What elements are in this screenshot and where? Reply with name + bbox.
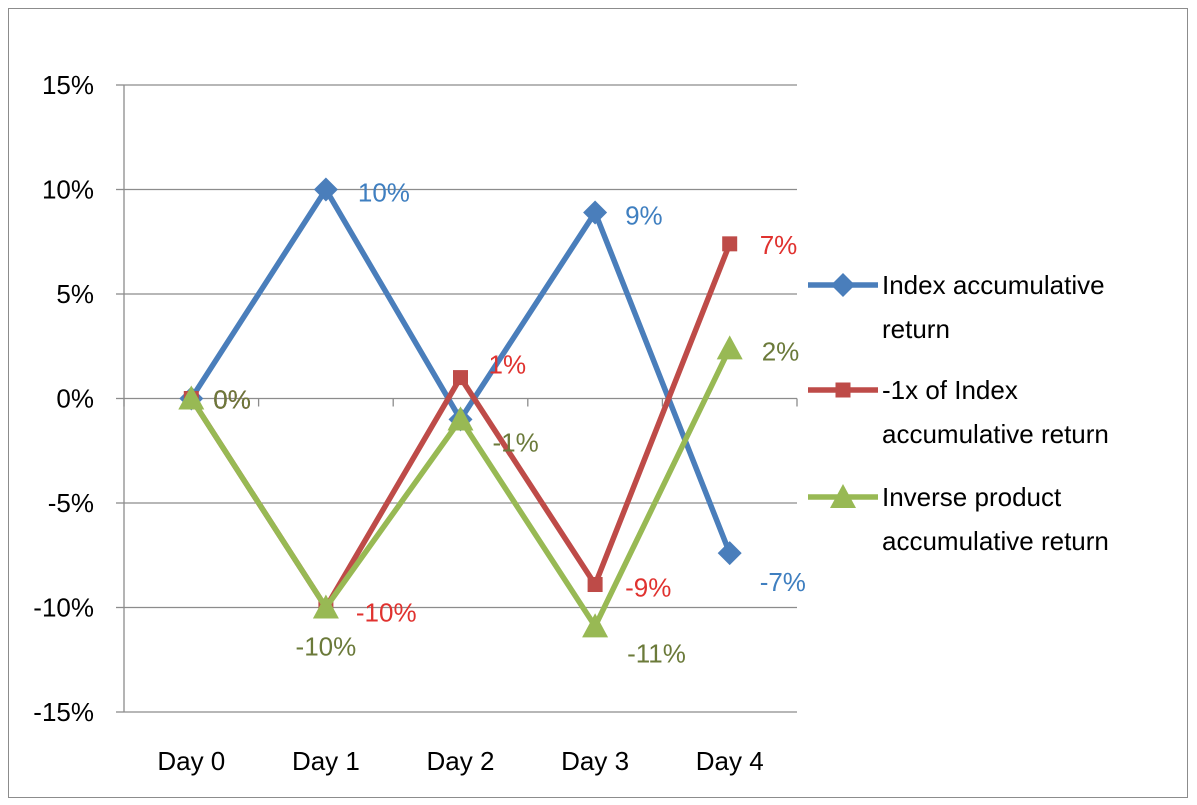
data-label: -9% bbox=[625, 573, 671, 603]
y-tick-label: 5% bbox=[56, 279, 94, 309]
chart-frame bbox=[8, 8, 1188, 798]
x-tick-label: Day 0 bbox=[157, 746, 225, 776]
data-label: 0% bbox=[213, 385, 251, 415]
x-tick-label: Day 4 bbox=[696, 746, 764, 776]
data-label: 9% bbox=[625, 200, 663, 230]
data-label: -1% bbox=[493, 427, 539, 457]
legend-label: -1x of Index bbox=[882, 375, 1018, 405]
x-tick-label: Day 3 bbox=[561, 746, 629, 776]
x-tick-label: Day 2 bbox=[427, 746, 495, 776]
data-label: -10% bbox=[296, 632, 357, 662]
data-labels: 0%10%9%-7%0%-10%1%-9%7%0%-10%-1%-11%2% bbox=[213, 178, 806, 669]
y-tick-label: 15% bbox=[42, 70, 94, 100]
data-label: 1% bbox=[489, 350, 527, 380]
legend-label: Index accumulative bbox=[882, 270, 1105, 300]
legend-item-3: Inverse product accumulative return bbox=[808, 482, 1109, 556]
y-tick-label: -5% bbox=[48, 488, 94, 518]
x-tick-label: Day 1 bbox=[292, 746, 360, 776]
legend-item-2: -1x of Index accumulative return bbox=[808, 375, 1109, 449]
legend-swatch-marker bbox=[830, 484, 856, 509]
axes: 15% 10% 5% 0% -5% -10% -15% Day 0 Day 1 Day 2 Day … bbox=[33, 70, 798, 776]
data-label: -7% bbox=[760, 567, 806, 597]
legend-label: Inverse product bbox=[882, 482, 1062, 512]
data-label: 2% bbox=[762, 336, 800, 366]
data-label: -11% bbox=[627, 638, 686, 668]
data-label: -10% bbox=[356, 598, 417, 628]
y-tick-label: 0% bbox=[56, 384, 94, 414]
data-point bbox=[313, 177, 338, 202]
y-tick-label: -10% bbox=[33, 593, 94, 623]
data-point bbox=[722, 236, 738, 252]
series-group bbox=[178, 177, 743, 638]
data-point bbox=[583, 200, 608, 225]
y-tick-label: 10% bbox=[42, 175, 94, 205]
legend-item-1: Index accumulative return bbox=[808, 270, 1105, 344]
legend-swatch-marker bbox=[831, 273, 855, 297]
data-label: 10% bbox=[358, 178, 410, 208]
legend-swatch-marker bbox=[835, 382, 851, 398]
data-point bbox=[453, 370, 468, 386]
legend: Index accumulative return -1x of Index accu… bbox=[808, 270, 1109, 556]
data-label: 0% bbox=[213, 385, 251, 415]
data-point bbox=[447, 406, 474, 431]
data-label: 0% bbox=[213, 385, 251, 415]
legend-label: return bbox=[882, 314, 950, 344]
series-3 bbox=[178, 335, 743, 638]
data-point bbox=[587, 577, 603, 593]
data-point bbox=[178, 385, 205, 410]
y-tick-label: -15% bbox=[33, 697, 94, 727]
gridlines bbox=[124, 84, 797, 713]
legend-label: accumulative return bbox=[882, 526, 1109, 556]
data-label: 7% bbox=[760, 230, 798, 260]
data-point bbox=[716, 335, 743, 360]
data-point bbox=[312, 594, 339, 619]
data-point bbox=[582, 613, 609, 638]
data-point bbox=[717, 541, 742, 566]
legend-label: accumulative return bbox=[882, 419, 1109, 449]
